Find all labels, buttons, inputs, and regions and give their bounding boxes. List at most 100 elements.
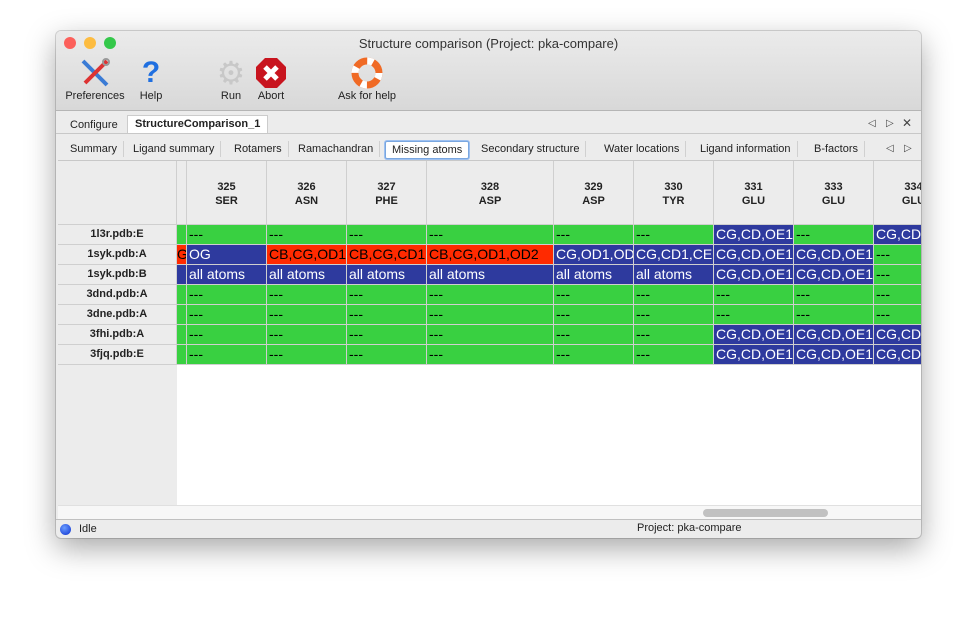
table-cell[interactable]: --- (794, 285, 874, 305)
table-cell[interactable]: --- (634, 305, 714, 325)
table-cell[interactable]: CG,CD (874, 225, 921, 245)
tab-scroll-right-icon[interactable]: ▷ (886, 118, 894, 129)
tab-structure-comparison-1[interactable]: StructureComparison_1 (127, 115, 269, 133)
column-header[interactable]: 330 TYR (634, 161, 714, 225)
table-cell[interactable]: --- (874, 245, 921, 265)
table-cell[interactable]: --- (187, 345, 267, 365)
table-cell[interactable]: --- (874, 265, 921, 285)
table-cell[interactable]: --- (187, 285, 267, 305)
table-cell[interactable]: CG,CD (874, 325, 921, 345)
subtab-scroll-right-icon[interactable]: ▷ (904, 143, 912, 154)
column-header[interactable]: 331 GLU (714, 161, 794, 225)
subtab-rotamers[interactable]: Rotamers (228, 141, 289, 157)
column-header[interactable] (177, 161, 187, 225)
table-cell[interactable]: --- (187, 225, 267, 245)
table-cell[interactable]: --- (427, 225, 554, 245)
table-cell[interactable]: --- (874, 285, 921, 305)
table-cell[interactable] (177, 325, 187, 345)
minimize-window-button[interactable] (84, 37, 96, 49)
table-cell[interactable]: --- (714, 305, 794, 325)
table-cell[interactable]: CB,CG,OD1,OD2 (427, 245, 554, 265)
table-cell[interactable]: --- (187, 305, 267, 325)
subtab-water-locations[interactable]: Water locations (598, 141, 687, 157)
column-header[interactable]: 333 GLU (794, 161, 874, 225)
table-cell[interactable]: --- (427, 345, 554, 365)
table-cell[interactable] (177, 285, 187, 305)
table-cell[interactable]: --- (187, 325, 267, 345)
row-header[interactable]: 1l3r.pdb:E (58, 225, 177, 245)
table-cell[interactable]: --- (267, 305, 347, 325)
column-header[interactable]: 327 PHE (347, 161, 427, 225)
table-cell[interactable]: --- (347, 305, 427, 325)
subtab-ligand-summary[interactable]: Ligand summary (127, 141, 222, 157)
row-header[interactable]: 1syk.pdb:A (58, 245, 177, 265)
table-cell[interactable] (177, 345, 187, 365)
table-cell[interactable]: --- (347, 325, 427, 345)
table-cell[interactable]: --- (554, 305, 634, 325)
table-cell[interactable]: all atoms (187, 265, 267, 285)
table-cell[interactable]: CG,CD,OE1 (714, 325, 794, 345)
table-cell[interactable] (177, 265, 187, 285)
subtab-ramachandran[interactable]: Ramachandran (292, 141, 381, 157)
table-cell[interactable]: CG,CD,OE1 (794, 325, 874, 345)
row-header[interactable]: 3dne.pdb:A (58, 305, 177, 325)
table-cell[interactable]: --- (427, 285, 554, 305)
table-cell[interactable]: --- (267, 285, 347, 305)
table-cell[interactable]: CG,CD,OE1 (794, 265, 874, 285)
table-cell[interactable]: all atoms (427, 265, 554, 285)
table-cell[interactable]: CG,CD1,CE (634, 245, 714, 265)
scrollbar-thumb[interactable] (703, 509, 828, 517)
table-cell[interactable]: CG,CD,OE1 (714, 245, 794, 265)
table-cell[interactable]: --- (554, 325, 634, 345)
table-cell[interactable]: CB,CG,OD1 (267, 245, 347, 265)
table-cell[interactable]: CG,CD,OE1 (714, 265, 794, 285)
column-header[interactable]: 325 SER (187, 161, 267, 225)
table-cell[interactable]: CG,CD (874, 345, 921, 365)
table-cell[interactable]: OG (187, 245, 267, 265)
column-header[interactable]: 334 GLU (874, 161, 921, 225)
table-cell[interactable]: --- (634, 345, 714, 365)
table-cell[interactable]: all atoms (347, 265, 427, 285)
row-header[interactable]: 3fjq.pdb:E (58, 345, 177, 365)
subtab-b-factors[interactable]: B-factors (808, 141, 866, 157)
table-cell[interactable]: --- (634, 285, 714, 305)
help-button[interactable]: ? Help (136, 56, 166, 102)
table-cell[interactable]: CG,CD,OE1 (794, 345, 874, 365)
column-header[interactable]: 326 ASN (267, 161, 347, 225)
subtab-secondary-structure[interactable]: Secondary structure (475, 141, 587, 157)
close-window-button[interactable] (64, 37, 76, 49)
table-cell[interactable]: CG,CD,OE1 (794, 245, 874, 265)
abort-button[interactable]: Abort (252, 56, 290, 102)
row-header[interactable]: 3fhi.pdb:A (58, 325, 177, 345)
table-cell[interactable]: --- (714, 285, 794, 305)
horizontal-scrollbar[interactable] (58, 505, 921, 519)
table-cell[interactable]: --- (554, 225, 634, 245)
zoom-window-button[interactable] (104, 37, 116, 49)
table-cell[interactable]: CG,CD,OE1 (714, 225, 794, 245)
table-cell[interactable]: all atoms (267, 265, 347, 285)
table-cell[interactable]: --- (874, 305, 921, 325)
table-cell[interactable]: --- (347, 345, 427, 365)
table-cell[interactable]: --- (794, 305, 874, 325)
table-cell[interactable]: --- (347, 225, 427, 245)
column-header[interactable]: 328 ASP (427, 161, 554, 225)
table-cell[interactable]: --- (427, 305, 554, 325)
table-cell[interactable]: --- (267, 225, 347, 245)
table-cell[interactable] (177, 225, 187, 245)
table-cell[interactable]: --- (347, 285, 427, 305)
table-cell[interactable]: --- (554, 345, 634, 365)
table-cell[interactable]: --- (267, 325, 347, 345)
row-header[interactable]: 1syk.pdb:B (58, 265, 177, 285)
tab-configure[interactable]: Configure (70, 119, 118, 131)
table-cell[interactable]: --- (634, 225, 714, 245)
table-cell[interactable]: --- (794, 225, 874, 245)
preferences-button[interactable]: Preferences (63, 56, 127, 102)
table-cell[interactable]: all atoms (554, 265, 634, 285)
table-cell[interactable]: --- (427, 325, 554, 345)
subtab-missing-atoms[interactable]: Missing atoms (385, 141, 470, 159)
table-cell[interactable]: --- (554, 285, 634, 305)
subtab-ligand-information[interactable]: Ligand information (694, 141, 798, 157)
tab-scroll-left-icon[interactable]: ◁ (868, 118, 876, 129)
table-cell[interactable]: CG,OD1,OD (554, 245, 634, 265)
table-cell[interactable]: --- (267, 345, 347, 365)
